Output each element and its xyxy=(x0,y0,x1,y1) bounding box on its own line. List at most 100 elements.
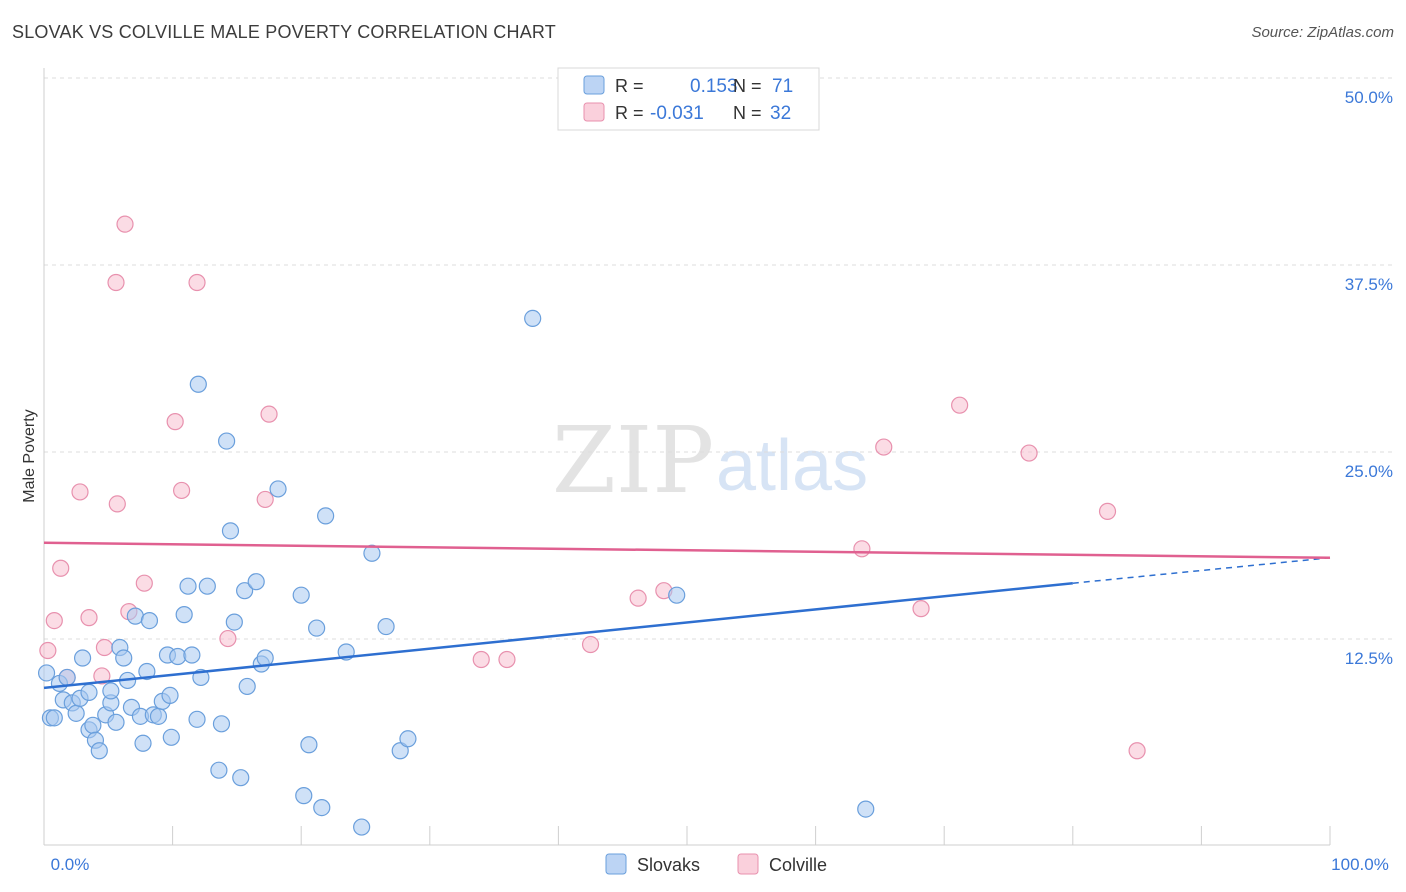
stats-r-label-colville: R = xyxy=(615,103,644,123)
colville-point xyxy=(173,481,191,500)
slovaks-point xyxy=(247,573,265,591)
slovaks-point xyxy=(363,544,381,562)
colville-point xyxy=(39,641,57,660)
slovaks-point xyxy=(140,611,159,630)
slovaks-point xyxy=(225,613,243,631)
slovaks-point xyxy=(149,707,168,725)
slovaks-point xyxy=(212,715,231,733)
slovaks-point xyxy=(183,646,201,664)
slovaks-point xyxy=(58,668,76,687)
slovaks-point xyxy=(80,683,98,702)
y-tick-label: 37.5% xyxy=(1345,275,1393,294)
watermark: ZIP atlas xyxy=(552,407,868,514)
legend-label-slovaks: Slovaks xyxy=(637,855,700,875)
slovaks-point xyxy=(221,522,240,540)
x-axis-ticks xyxy=(43,826,1331,845)
slovaks-point xyxy=(73,649,92,667)
y-axis-label: Male Poverty xyxy=(21,409,38,502)
y-axis-tick-labels: 12.5% 25.0% 37.5% 50.0% xyxy=(1345,88,1393,668)
slovaks-point xyxy=(857,800,875,818)
colville-point xyxy=(581,635,600,654)
slovaks-point xyxy=(524,309,542,328)
stats-swatch-slovaks xyxy=(583,75,605,95)
x-tick-label-max: 100.0% xyxy=(1331,855,1389,874)
slovaks-point xyxy=(179,577,197,595)
slovaks-point xyxy=(169,647,187,666)
slovaks-point xyxy=(107,713,125,731)
watermark-atlas: atlas xyxy=(716,426,868,506)
legend-label-colville: Colville xyxy=(769,855,827,875)
colville-point xyxy=(256,490,274,509)
slovaks-point xyxy=(161,686,179,705)
series-legend: Slovaks Colville xyxy=(605,853,827,875)
slovaks-point xyxy=(189,375,207,393)
slovaks-point xyxy=(391,742,409,760)
trend-lines xyxy=(43,541,1331,690)
source-attribution: Source: ZipAtlas.com xyxy=(1251,24,1394,41)
slovaks-point xyxy=(300,736,318,754)
slovaks-trend-extension xyxy=(1072,557,1331,584)
series-slovaks-points xyxy=(37,309,875,836)
colville-point xyxy=(1020,444,1038,462)
legend-swatch-slovaks xyxy=(605,853,627,875)
colville-point xyxy=(188,273,206,292)
colville-point xyxy=(107,273,125,292)
slovaks-point xyxy=(67,704,85,722)
slovaks-point xyxy=(236,582,254,600)
slovaks-point xyxy=(210,761,228,779)
colville-point xyxy=(93,667,111,685)
slovaks-point xyxy=(377,617,395,636)
colville-point xyxy=(875,438,893,456)
slovaks-point xyxy=(668,586,686,604)
stats-n-label-colville: N = xyxy=(733,103,762,123)
slovaks-point xyxy=(188,710,206,728)
slovaks-point xyxy=(134,734,152,752)
stats-r-value-slovaks: 0.153 xyxy=(690,76,738,97)
slovaks-point xyxy=(102,682,120,700)
colville-point xyxy=(1098,502,1117,520)
colville-point xyxy=(912,600,930,618)
y-tick-label: 25.0% xyxy=(1345,462,1393,481)
stats-swatch-colville xyxy=(583,102,605,122)
stats-n-value-colville: 32 xyxy=(770,103,791,124)
slovaks-point xyxy=(115,649,133,667)
colville-point xyxy=(166,413,184,431)
slovaks-point xyxy=(238,677,256,696)
stats-n-label-slovaks: N = xyxy=(733,76,762,96)
colville-point xyxy=(498,650,516,669)
stats-legend: R = 0.153 N = 71 R = -0.031 N = 32 xyxy=(557,67,820,131)
colville-point xyxy=(52,559,70,577)
y-tick-label: 12.5% xyxy=(1345,649,1393,668)
slovaks-point xyxy=(37,664,56,682)
chart-title: SLOVAK VS COLVILLE MALE POVERTY CORRELAT… xyxy=(12,22,556,42)
colville-point xyxy=(629,589,647,607)
slovaks-point xyxy=(399,730,417,748)
colville-point xyxy=(95,638,114,657)
slovaks-point xyxy=(269,480,287,498)
slovaks-point xyxy=(90,742,108,760)
watermark-zip: ZIP xyxy=(552,407,714,514)
slovaks-point xyxy=(308,619,326,637)
slovaks-trend-line xyxy=(43,581,1073,690)
colville-point xyxy=(472,650,490,669)
x-tick-label-min: 0.0% xyxy=(51,855,90,874)
slovaks-point xyxy=(198,577,216,595)
stats-n-value-slovaks: 71 xyxy=(772,76,793,97)
slovaks-point xyxy=(126,607,144,625)
colville-point xyxy=(135,574,153,592)
colville-point xyxy=(45,611,63,630)
stats-r-label-slovaks: R = xyxy=(615,76,644,96)
colville-point xyxy=(71,483,89,501)
slovaks-point xyxy=(292,586,310,604)
slovaks-point xyxy=(175,606,193,624)
colville-point xyxy=(951,396,969,414)
slovaks-point xyxy=(138,662,156,681)
colville-point xyxy=(260,405,278,423)
slovaks-point xyxy=(218,432,236,450)
colville-point xyxy=(853,540,871,558)
slovaks-point xyxy=(317,507,335,525)
colville-point xyxy=(108,495,126,513)
slovaks-point xyxy=(162,728,180,746)
slovaks-point xyxy=(313,798,331,817)
